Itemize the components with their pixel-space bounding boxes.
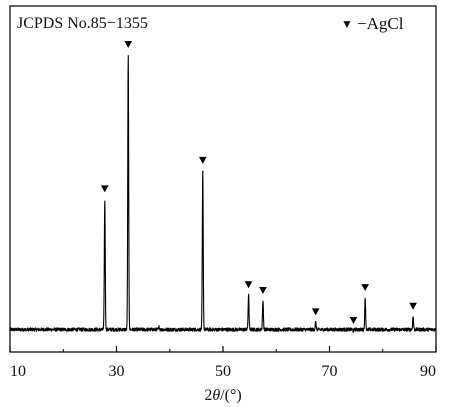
x-tick-label-90: 90 <box>420 363 436 380</box>
peak-marker-2 <box>124 41 133 48</box>
x-tick-label-10: 10 <box>10 363 26 380</box>
peak-marker-9 <box>361 284 369 292</box>
x-tick-label-30: 30 <box>109 363 125 380</box>
legend-label: −AgCl <box>357 14 404 33</box>
x-tick-label-50: 50 <box>215 363 231 380</box>
x-axis-label-suffix: /(°) <box>220 387 242 404</box>
peak-marker-10 <box>409 302 417 310</box>
x-axis-label: 2θ/(°) <box>204 387 241 404</box>
legend-marker-icon: ▼ <box>341 17 353 31</box>
peak-marker-5 <box>244 281 253 289</box>
xrd-pattern-line <box>9 55 437 333</box>
peak-marker-6 <box>259 286 267 294</box>
chart-marks: 10 30 50 70 90 <box>9 41 437 380</box>
peak-marker-4 <box>198 156 207 164</box>
peak-marker-7 <box>311 308 320 316</box>
x-axis-label-prefix: 2 <box>204 387 212 404</box>
peak-marker-1 <box>100 185 109 193</box>
peak-marker-8 <box>349 316 358 324</box>
x-axis-label-symbol: θ <box>212 387 220 404</box>
legend: ▼ −AgCl <box>341 14 404 33</box>
jcpds-annotation: JCPDS No.85−1355 <box>17 15 148 32</box>
x-tick-label-70: 70 <box>322 363 338 380</box>
